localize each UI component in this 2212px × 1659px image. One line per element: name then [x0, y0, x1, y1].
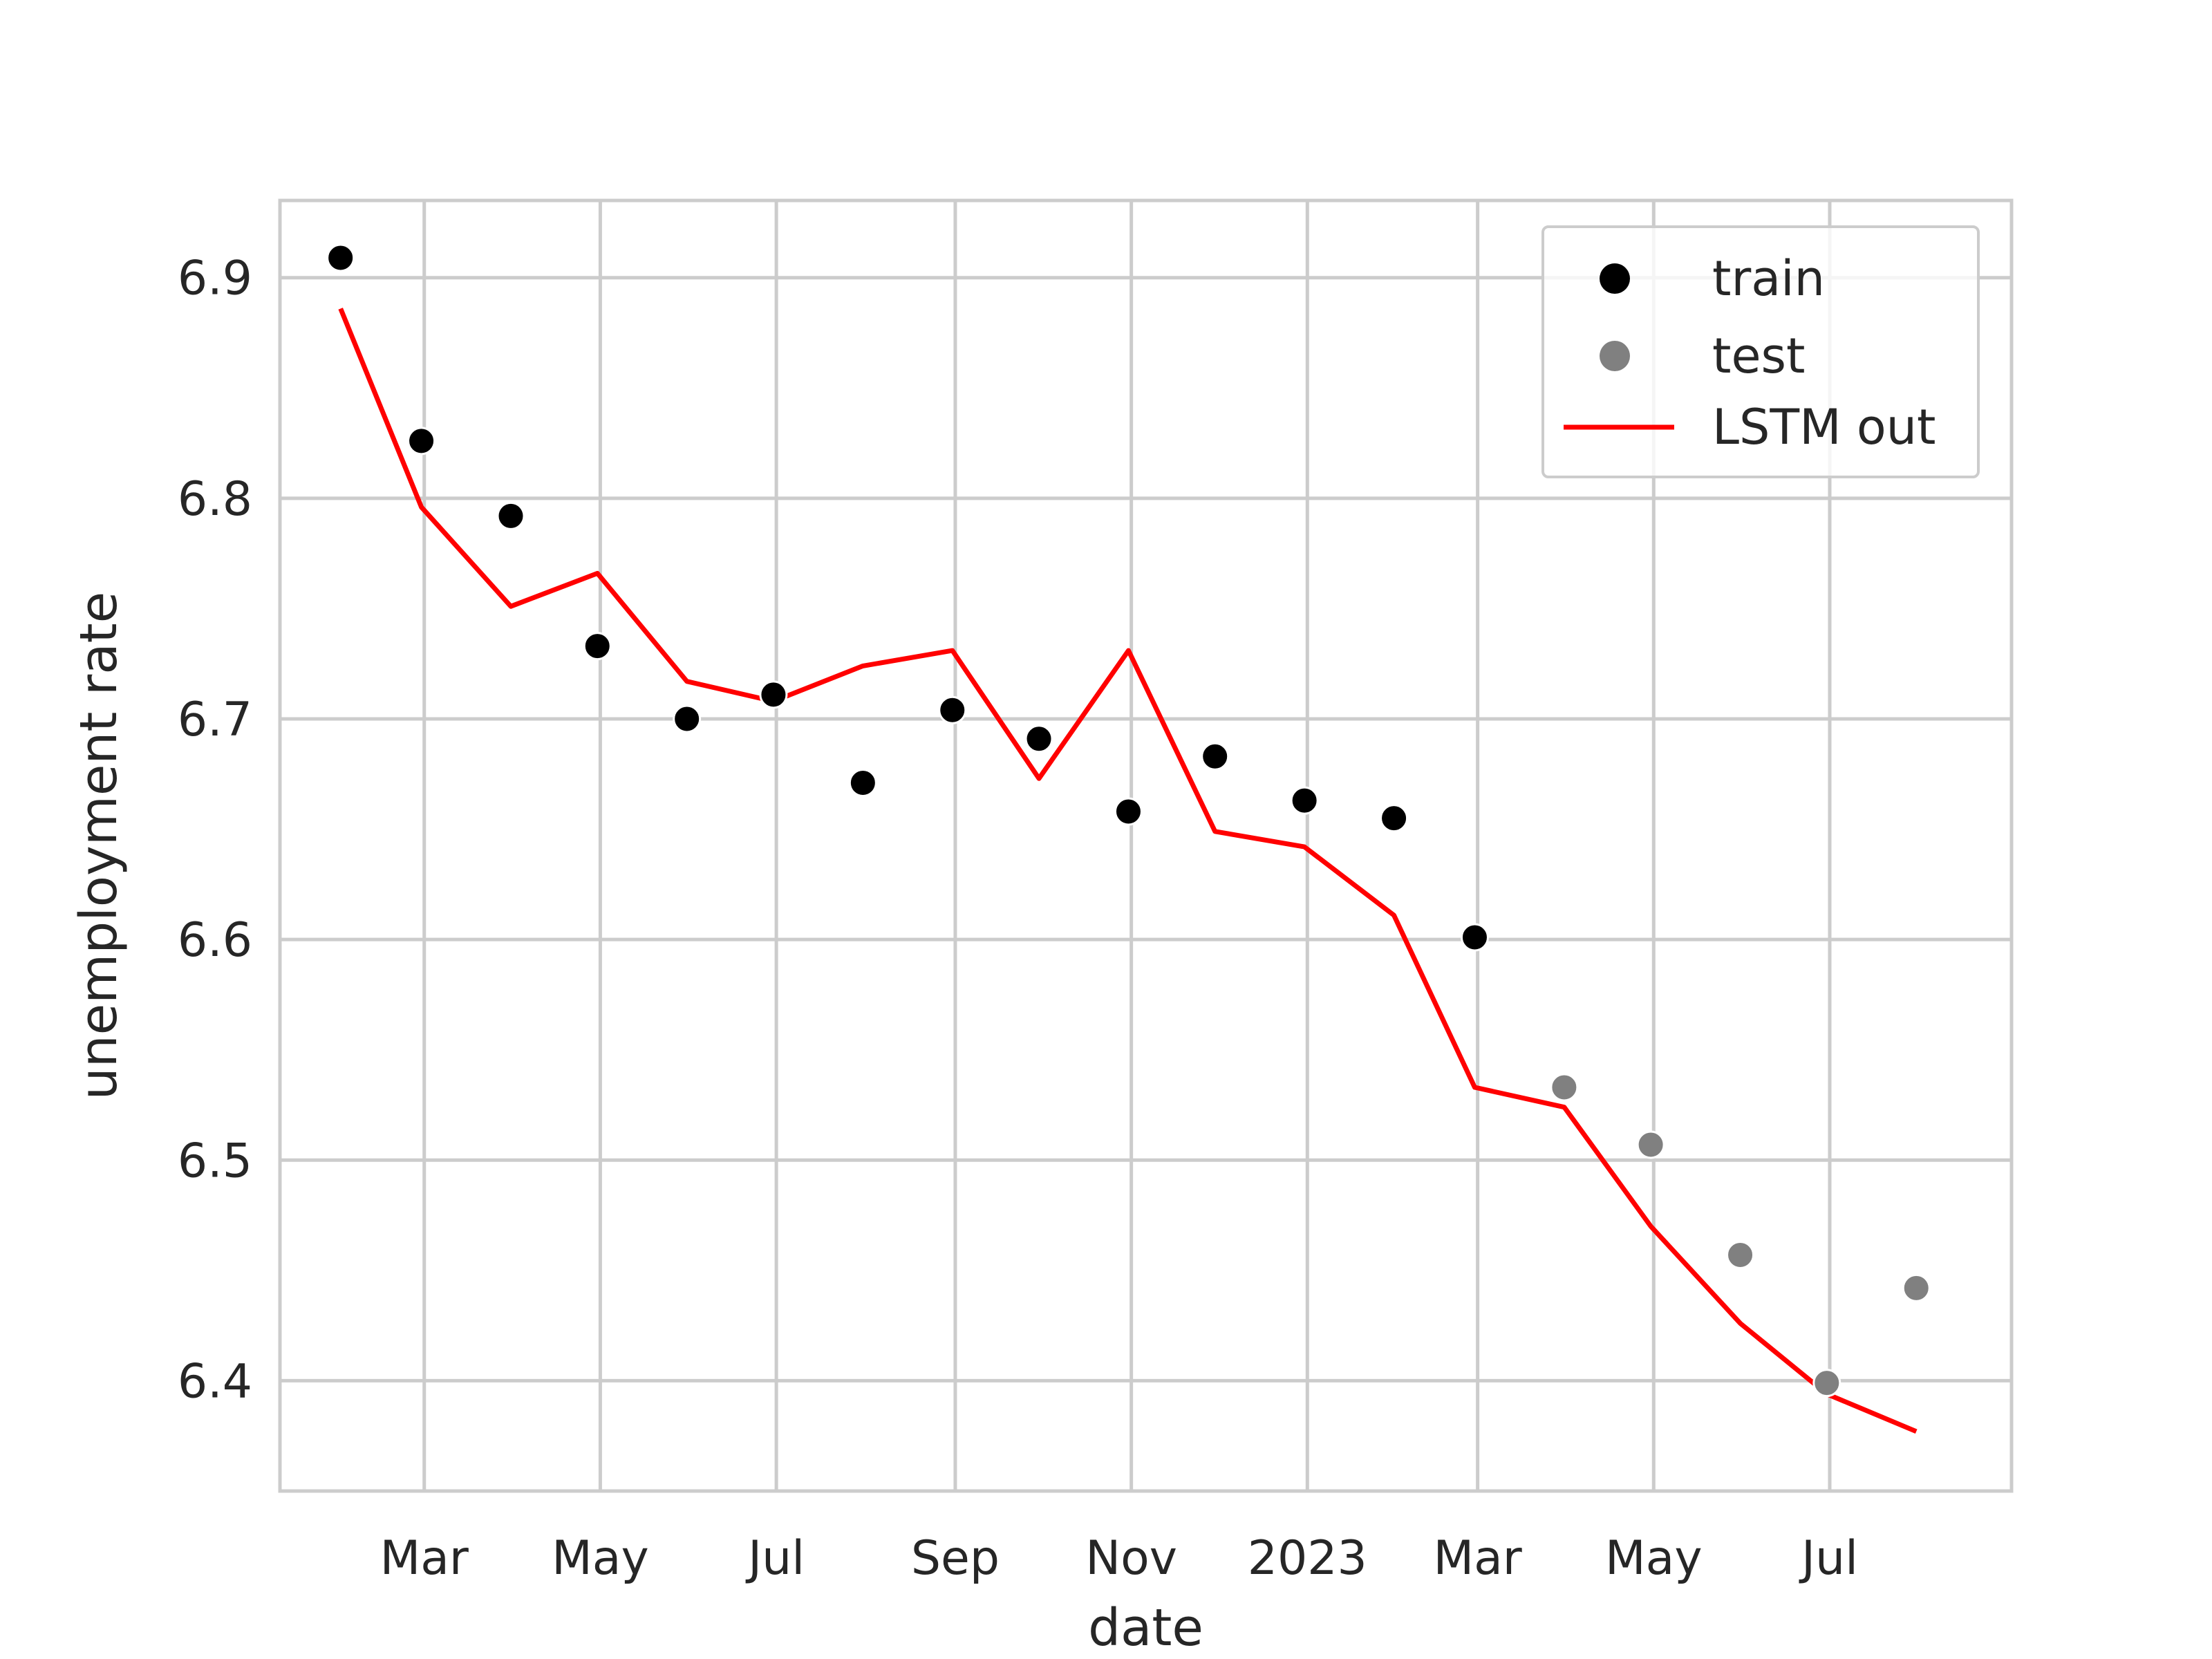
train-point [583, 632, 612, 661]
x-tick-label: Jul [745, 1531, 805, 1586]
y-tick-label: 6.4 [178, 1354, 252, 1409]
x-tick-label: Sep [911, 1531, 1000, 1586]
test-point [1636, 1130, 1665, 1159]
train-point [1380, 804, 1409, 833]
legend-test-label: test [1712, 328, 1805, 384]
y-tick-label: 6.5 [178, 1134, 252, 1188]
x-axis-title: date [1088, 1598, 1203, 1658]
legend-train-marker [1600, 263, 1630, 294]
train-point [496, 501, 525, 530]
train-point [759, 680, 788, 709]
legend: train test LSTM out [1541, 225, 1980, 478]
train-point [673, 704, 702, 733]
train-point [1460, 923, 1489, 952]
legend-box [1541, 225, 1980, 478]
legend-train-label: train [1712, 250, 1825, 307]
y-tick-label: 6.9 [178, 252, 252, 306]
test-point [1550, 1073, 1579, 1102]
train-point [848, 769, 877, 798]
grid [280, 200, 2012, 1491]
x-tick-label: Nov [1085, 1531, 1177, 1586]
tick-labels: 6.4 6.5 6.6 6.7 6.8 6.9 Mar May Jul Sep Nov 2023 Mar… [178, 252, 1858, 1586]
y-tick-label: 6.6 [178, 913, 252, 968]
scatter-points [326, 243, 1931, 1398]
y-tick-label: 6.7 [178, 693, 252, 747]
train-point [938, 695, 967, 724]
x-tick-label: 2023 [1248, 1531, 1367, 1586]
lstm-line [338, 308, 1918, 1434]
x-tick-label: May [552, 1531, 649, 1586]
plot-frame [278, 198, 2014, 1493]
train-point [1024, 724, 1053, 753]
lstm-line-layer [338, 308, 1918, 1434]
x-tick-label: Jul [1799, 1531, 1858, 1586]
x-tick-label: May [1605, 1531, 1703, 1586]
legend-test-marker [1600, 341, 1630, 371]
legend-lstm-label: LSTM out [1712, 399, 1936, 456]
test-point [1726, 1241, 1755, 1270]
train-point [1290, 786, 1319, 815]
y-axis-title: unemployment rate [69, 592, 129, 1100]
train-point [326, 243, 355, 272]
test-point [1902, 1273, 1931, 1302]
x-tick-label: Mar [1433, 1531, 1521, 1586]
train-point [1114, 797, 1143, 826]
train-point [407, 427, 436, 456]
train-point [1201, 742, 1230, 771]
test-point [1812, 1369, 1841, 1398]
x-tick-label: Mar [380, 1531, 469, 1586]
y-tick-label: 6.8 [178, 472, 252, 527]
